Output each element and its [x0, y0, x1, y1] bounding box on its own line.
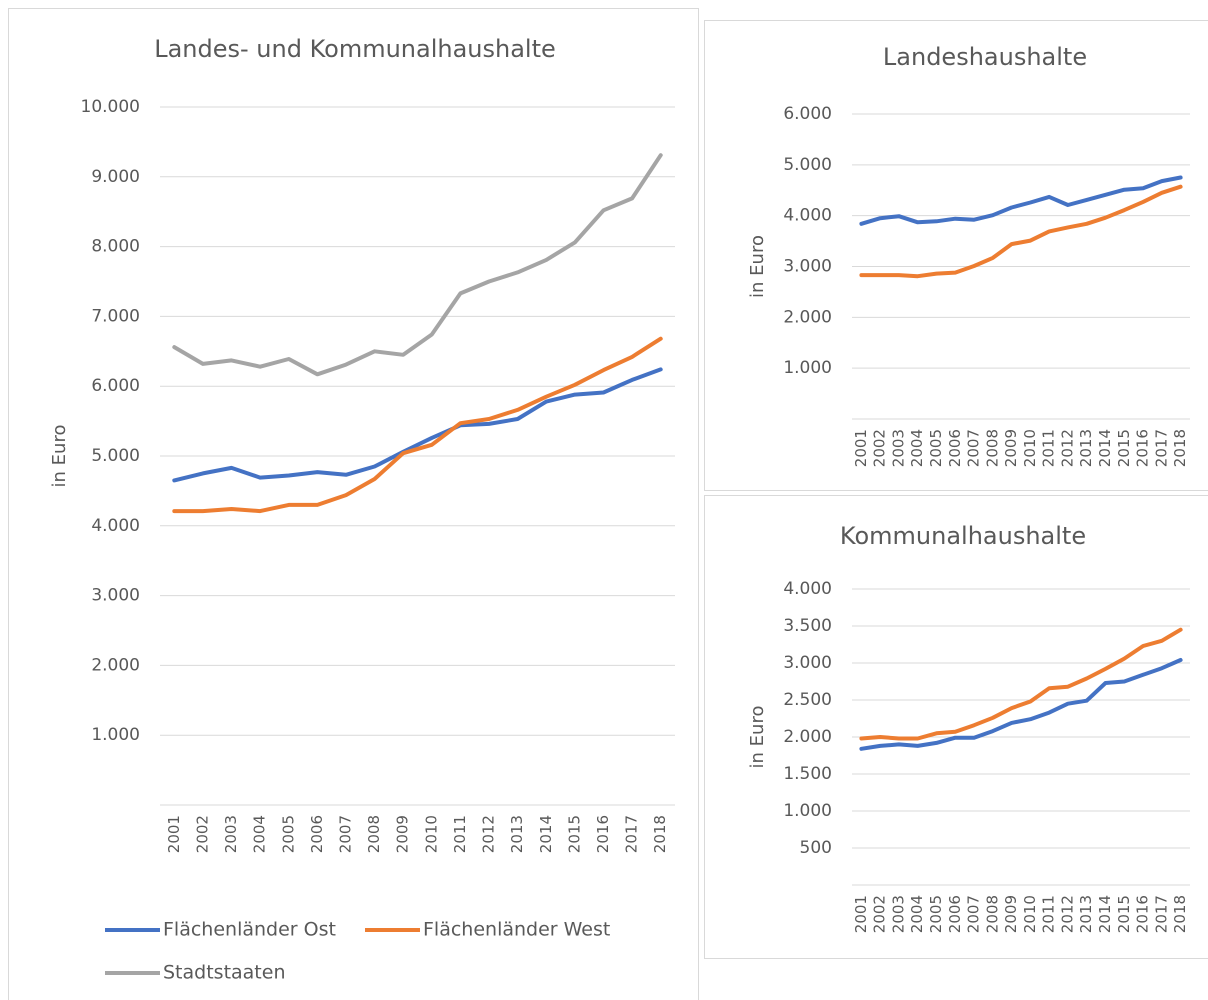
- x-tick-label: 2008: [365, 815, 383, 853]
- x-tick-label: 2001: [852, 895, 870, 933]
- x-tick-label: 2015: [565, 815, 583, 853]
- y-tick-label: 1.000: [783, 801, 832, 821]
- x-tick-label: 2005: [927, 895, 945, 933]
- y-tick-label: 1.500: [783, 764, 832, 784]
- x-tick-label: 2006: [946, 895, 964, 933]
- x-tick-label: 2004: [251, 815, 269, 853]
- y-tick-label: 6.000: [783, 104, 832, 124]
- chart-frame: [704, 495, 1208, 959]
- chart-title: Landeshaushalte: [883, 43, 1087, 71]
- x-tick-label: 2011: [1040, 895, 1058, 933]
- x-tick-label: 2017: [623, 815, 641, 853]
- x-tick-label: 2013: [508, 815, 526, 853]
- x-tick-label: 2016: [1134, 895, 1152, 933]
- x-tick-label: 2009: [1002, 895, 1020, 933]
- x-tick-label: 2007: [336, 815, 354, 853]
- y-tick-label: 500: [800, 838, 832, 858]
- x-tick-label: 2009: [394, 815, 412, 853]
- x-tick-label: 2016: [594, 815, 612, 853]
- x-tick-label: 2007: [965, 895, 983, 933]
- x-tick-label: 2013: [1077, 895, 1095, 933]
- y-tick-label: 5.000: [91, 446, 140, 466]
- series-line: [859, 627, 1183, 741]
- x-tick-label: 2002: [871, 895, 889, 933]
- legend-label: Flächenländer Ost: [163, 919, 336, 941]
- chart-frame: [704, 20, 1208, 491]
- x-tick-label: 2007: [965, 429, 983, 467]
- x-tick-label: 2009: [1002, 429, 1020, 467]
- y-tick-label: 3.000: [783, 257, 832, 277]
- y-tick-label: 7.000: [91, 306, 140, 326]
- y-tick-label: 6.000: [91, 376, 140, 396]
- chart-title: Landes- und Kommunalhaushalte: [154, 35, 556, 63]
- y-tick-label: 1.000: [91, 725, 140, 745]
- legend-label: Flächenländer West: [423, 919, 610, 941]
- x-tick-label: 2014: [1096, 429, 1114, 467]
- x-tick-label: 2004: [908, 429, 926, 467]
- y-tick-label: 5.000: [783, 155, 832, 175]
- x-tick-label: 2012: [480, 815, 498, 853]
- x-tick-label: 2010: [422, 815, 440, 853]
- x-tick-label: 2017: [1152, 895, 1170, 933]
- x-tick-label: 2014: [1096, 895, 1114, 933]
- x-tick-label: 2012: [1058, 895, 1076, 933]
- x-tick-label: 2003: [889, 895, 907, 933]
- x-tick-label: 2018: [1171, 429, 1189, 467]
- x-tick-label: 2016: [1134, 429, 1152, 467]
- x-tick-label: 2017: [1152, 429, 1170, 467]
- x-tick-label: 2013: [1077, 429, 1095, 467]
- y-tick-label: 10.000: [81, 97, 140, 117]
- x-tick-label: 2011: [451, 815, 469, 853]
- x-tick-label: 2018: [651, 815, 669, 853]
- y-tick-label: 1.000: [783, 358, 832, 378]
- x-tick-label: 2005: [927, 429, 945, 467]
- y-tick-label: 3.500: [783, 616, 832, 636]
- y-tick-label: 4.000: [783, 206, 832, 226]
- y-tick-label: 2.500: [783, 690, 832, 710]
- x-tick-label: 2002: [871, 429, 889, 467]
- y-tick-label: 2.000: [783, 727, 832, 747]
- series-line: [172, 336, 663, 514]
- x-tick-label: 2001: [852, 429, 870, 467]
- x-tick-label: 2012: [1058, 429, 1076, 467]
- x-tick-label: 2003: [889, 429, 907, 467]
- x-tick-label: 2006: [308, 815, 326, 853]
- x-tick-label: 2015: [1115, 429, 1133, 467]
- x-tick-label: 2014: [537, 815, 555, 853]
- y-tick-label: 2.000: [91, 655, 140, 675]
- y-tick-label: 4.000: [91, 516, 140, 536]
- y-axis-label: in Euro: [49, 425, 70, 488]
- y-tick-label: 3.000: [783, 653, 832, 673]
- series-line: [859, 658, 1183, 751]
- y-tick-label: 3.000: [91, 586, 140, 606]
- y-axis-label: in Euro: [747, 235, 768, 298]
- x-tick-label: 2011: [1040, 429, 1058, 467]
- x-tick-label: 2010: [1021, 895, 1039, 933]
- series-line: [172, 367, 663, 483]
- x-tick-label: 2001: [165, 815, 183, 853]
- chart-title: Kommunalhaushalte: [840, 522, 1086, 550]
- x-tick-label: 2018: [1171, 895, 1189, 933]
- y-tick-label: 9.000: [91, 167, 140, 187]
- y-tick-label: 8.000: [91, 237, 140, 257]
- series-line: [859, 175, 1183, 226]
- y-tick-label: 4.000: [783, 579, 832, 599]
- x-tick-label: 2015: [1115, 895, 1133, 933]
- x-tick-label: 2002: [193, 815, 211, 853]
- x-tick-label: 2008: [983, 895, 1001, 933]
- x-tick-label: 2003: [222, 815, 240, 853]
- y-tick-label: 2.000: [783, 307, 832, 327]
- series-line: [172, 153, 663, 377]
- series-line: [859, 184, 1183, 279]
- x-tick-label: 2005: [279, 815, 297, 853]
- chart-frame: [8, 8, 699, 1000]
- x-tick-label: 2006: [946, 429, 964, 467]
- x-tick-label: 2008: [983, 429, 1001, 467]
- x-tick-label: 2010: [1021, 429, 1039, 467]
- x-tick-label: 2004: [908, 895, 926, 933]
- y-axis-label: in Euro: [747, 706, 768, 769]
- legend-label: Stadtstaaten: [163, 962, 285, 984]
